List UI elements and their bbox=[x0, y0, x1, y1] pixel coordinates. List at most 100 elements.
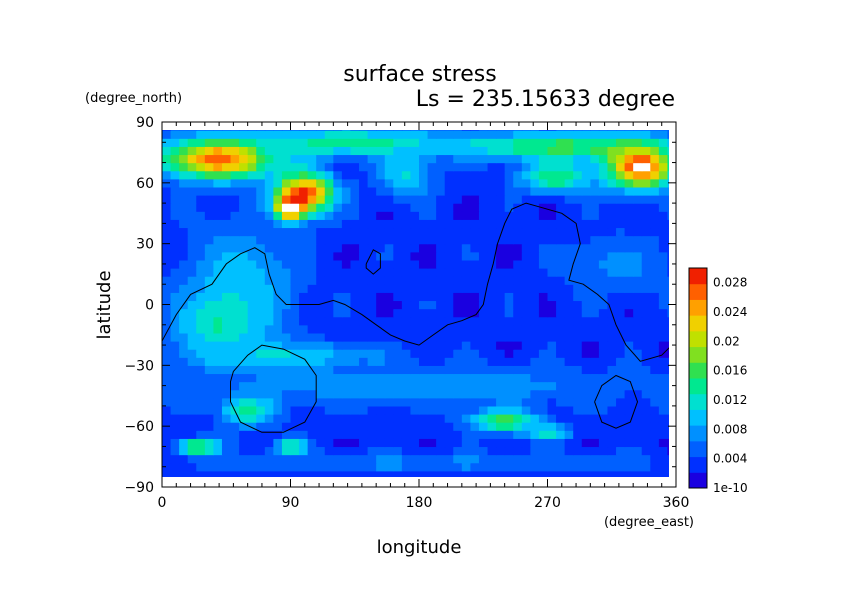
heat-cell bbox=[213, 389, 223, 399]
heat-cell bbox=[444, 438, 454, 448]
heat-cell bbox=[247, 195, 257, 204]
heat-cell bbox=[573, 373, 583, 383]
heat-cell bbox=[470, 170, 480, 180]
heat-cell bbox=[316, 438, 326, 448]
heat-cell bbox=[367, 324, 377, 334]
heat-cell bbox=[564, 470, 574, 477]
heat-cell bbox=[196, 300, 206, 310]
heat-cell bbox=[290, 284, 300, 293]
heat-cell bbox=[641, 268, 651, 277]
heat-cell bbox=[239, 405, 249, 415]
heat-cell bbox=[616, 268, 626, 277]
heat-cell bbox=[538, 430, 549, 439]
heat-cell bbox=[419, 365, 429, 375]
heat-cell bbox=[308, 479, 317, 488]
heat-cell bbox=[359, 341, 369, 350]
heat-cell bbox=[496, 146, 506, 156]
heat-cell bbox=[410, 292, 420, 302]
heat-cell bbox=[521, 154, 531, 164]
heat-cell bbox=[624, 462, 634, 472]
heat-cell bbox=[367, 219, 377, 229]
heat-cell bbox=[478, 292, 489, 302]
heat-cell bbox=[213, 300, 223, 310]
heat-cell bbox=[316, 308, 326, 318]
heat-cell bbox=[521, 397, 531, 407]
heat-cell bbox=[461, 454, 471, 464]
heat-cell bbox=[530, 170, 540, 180]
heat-cell bbox=[590, 227, 600, 237]
heat-cell bbox=[607, 178, 617, 188]
heat-cell bbox=[239, 462, 249, 472]
heat-cell bbox=[170, 227, 180, 237]
heat-cell bbox=[264, 178, 274, 188]
heat-cell bbox=[478, 211, 489, 220]
heat-cell bbox=[264, 341, 274, 350]
heat-cell bbox=[324, 397, 334, 407]
heat-cell bbox=[547, 430, 557, 439]
heat-cell bbox=[487, 170, 497, 180]
heat-cell bbox=[470, 454, 480, 464]
heat-cell bbox=[393, 300, 403, 310]
heat-cell bbox=[256, 349, 266, 358]
heat-cell bbox=[530, 219, 540, 229]
heat-cell bbox=[316, 454, 326, 464]
heat-cell bbox=[581, 341, 591, 350]
heat-cell bbox=[204, 235, 214, 245]
heat-cell bbox=[470, 479, 479, 488]
heat-cell bbox=[598, 227, 609, 237]
heat-cell bbox=[290, 470, 300, 477]
heat-cell bbox=[196, 268, 206, 277]
heat-cell bbox=[324, 381, 334, 391]
heat-cell bbox=[170, 430, 180, 439]
heat-cell bbox=[410, 349, 420, 358]
heat-cell bbox=[607, 397, 617, 407]
heat-cell bbox=[453, 462, 463, 472]
heat-cell bbox=[436, 276, 446, 285]
coastline-contour bbox=[365, 249, 381, 275]
heat-cell bbox=[427, 300, 437, 310]
heat-cell bbox=[299, 324, 309, 334]
heat-cell bbox=[410, 186, 420, 196]
heat-cell bbox=[204, 138, 214, 147]
heat-cell bbox=[658, 227, 669, 237]
heat-cell bbox=[256, 203, 266, 212]
heat-cell bbox=[179, 341, 189, 350]
heat-cell bbox=[564, 381, 574, 391]
heat-cell bbox=[187, 162, 197, 172]
heat-cell bbox=[633, 454, 643, 464]
heat-cell bbox=[205, 479, 214, 488]
heat-cell bbox=[453, 373, 463, 383]
heat-cell bbox=[376, 446, 386, 456]
heat-cell bbox=[453, 162, 463, 172]
heat-cell bbox=[633, 324, 643, 334]
heat-cell bbox=[496, 349, 506, 358]
heat-cell bbox=[650, 349, 660, 358]
heat-cell bbox=[316, 154, 326, 164]
heat-cell bbox=[419, 341, 429, 350]
heat-cell bbox=[658, 324, 669, 334]
heat-cell bbox=[247, 243, 257, 253]
heat-cell bbox=[538, 276, 549, 285]
heat-cell bbox=[273, 235, 283, 245]
heat-cell bbox=[376, 349, 386, 358]
heat-cell bbox=[436, 130, 446, 139]
heat-cell bbox=[504, 227, 514, 237]
heat-cell bbox=[478, 381, 489, 391]
heat-cell bbox=[658, 341, 669, 350]
heat-cell bbox=[402, 479, 411, 488]
heat-cell bbox=[616, 414, 626, 423]
heat-cell bbox=[333, 284, 343, 293]
heat-cell bbox=[170, 146, 180, 156]
heat-cell bbox=[170, 341, 180, 350]
heat-cell bbox=[436, 138, 446, 147]
heat-cell bbox=[359, 130, 369, 139]
heat-cell bbox=[350, 446, 360, 456]
heat-cell bbox=[573, 324, 583, 334]
heat-cell bbox=[162, 219, 172, 229]
heat-cell bbox=[221, 130, 232, 139]
heat-cell bbox=[650, 235, 660, 245]
heat-cell bbox=[487, 235, 497, 245]
heat-cell bbox=[247, 300, 257, 310]
heat-cell bbox=[487, 178, 497, 188]
heat-cell bbox=[187, 243, 197, 253]
